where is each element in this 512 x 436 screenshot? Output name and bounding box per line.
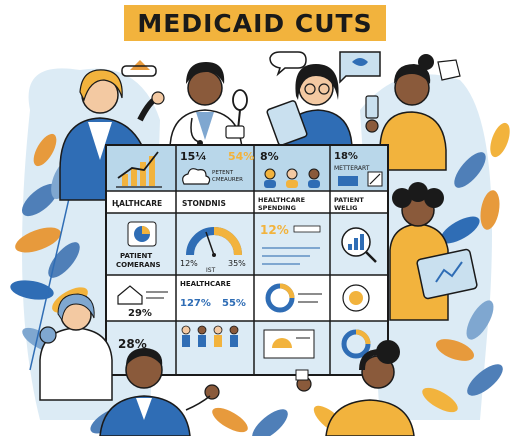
- person-bottom-woman: [295, 340, 415, 436]
- leaves-right: [422, 122, 510, 413]
- stat-55: 55%: [222, 298, 246, 309]
- patient-comerans-2: COMERANS: [116, 261, 161, 269]
- spending-lines: [262, 225, 321, 265]
- stat-12-spending: 12%: [260, 223, 289, 237]
- healthcare-row4-label: HEALTHCARE: [180, 280, 231, 288]
- stat-28: 28%: [118, 337, 147, 351]
- page-title: MEDICAID CUTS: [137, 8, 373, 38]
- document-icon: [263, 329, 315, 359]
- person-top-right: [365, 54, 447, 171]
- people-icon: [264, 168, 320, 188]
- stat-54: 54%: [228, 150, 254, 163]
- cloud-icon: [182, 168, 211, 185]
- label-patient-welig-1: PATIENT: [334, 196, 364, 204]
- stat-18: 18%: [334, 151, 358, 162]
- patent-label-2: CMEAURER: [212, 177, 243, 183]
- metterart-label: METTERART: [334, 165, 370, 172]
- decor-top: [121, 51, 461, 84]
- label-healthcare-spending-1: HEALTHCARE: [258, 196, 305, 204]
- label-stondnis: STONDNIS: [182, 199, 226, 208]
- donut-chart-icon-2: [341, 329, 371, 359]
- person-right-tablet: [389, 182, 478, 321]
- magnifier-icon: [341, 227, 377, 263]
- gauge-right: 35%: [228, 259, 246, 268]
- gauge-bottom: IST: [206, 267, 216, 274]
- donut-chart-icon: [265, 283, 322, 313]
- stat-29: 29%: [128, 308, 152, 319]
- label-patient-welig-2: WELIG: [334, 204, 358, 212]
- patent-label-1: PETENT: [212, 170, 234, 176]
- coin-icon: [342, 284, 370, 312]
- chart-growth-icon: [116, 151, 162, 188]
- person-left-magnifier: [39, 293, 113, 401]
- house-icon: [117, 285, 168, 305]
- label-healthcare: ⱧALTHCARE: [112, 199, 162, 208]
- percent-icon: [367, 171, 383, 187]
- gauge-left: 12%: [180, 259, 198, 268]
- mini-bar: [338, 176, 358, 186]
- pie-chart-icon: [127, 221, 157, 247]
- gauge-icon: [186, 227, 242, 257]
- stat-8: 8%: [260, 150, 279, 163]
- label-healthcare-spending-2: SPENDING: [258, 204, 296, 212]
- patient-comerans-1: PATIENT: [120, 252, 152, 260]
- stat-15: 15¼: [180, 150, 207, 163]
- people-row-icon: [181, 325, 239, 347]
- person-bottom-man: [99, 348, 220, 436]
- stat-127: 127%: [180, 298, 211, 309]
- title-banner: MEDICAID CUTS: [124, 5, 386, 41]
